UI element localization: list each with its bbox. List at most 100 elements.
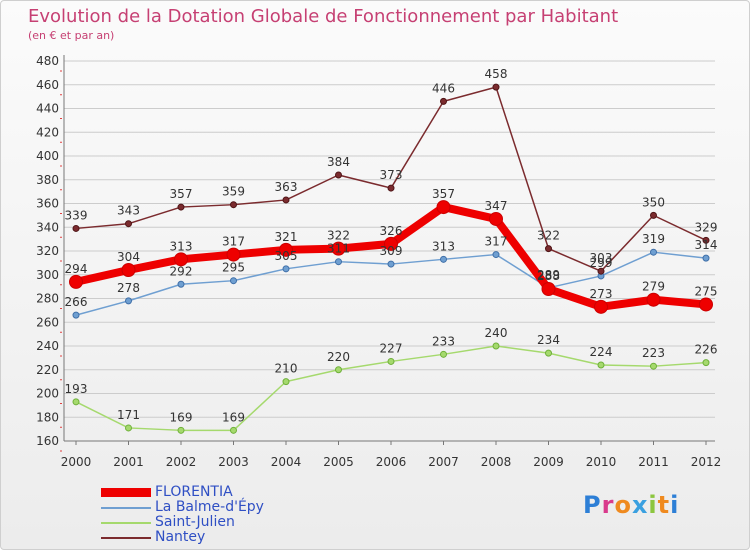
data-point: [387, 260, 395, 268]
data-label: 322: [327, 229, 350, 243]
x-tick-label: 2008: [481, 455, 512, 469]
data-point: [177, 203, 185, 211]
data-label: 343: [117, 204, 140, 218]
data-label: 289: [537, 268, 560, 282]
data-label: 322: [537, 229, 560, 243]
data-label: 313: [170, 239, 193, 253]
legend-swatch: [101, 488, 151, 497]
data-labels: 294 304 313 317 321 322 326 357 347 288 273 279 275 2…: [65, 67, 718, 424]
x-tick-label: 2000: [61, 455, 92, 469]
data-point: [594, 299, 608, 314]
x-tick-label: 2009: [533, 455, 564, 469]
data-point: [72, 398, 80, 406]
series-saint-julien: [72, 342, 710, 434]
legend-item: FLORENTIA: [101, 485, 264, 500]
series-la-balme-d-py: [72, 248, 710, 319]
data-label: 373: [380, 168, 403, 182]
data-label: 279: [642, 280, 665, 294]
data-label: 326: [380, 224, 403, 238]
data-point: [177, 280, 185, 288]
data-label: 458: [485, 67, 508, 81]
data-point: [69, 274, 83, 289]
data-label: 359: [222, 185, 245, 199]
series-lines: [69, 83, 713, 434]
data-label: 227: [380, 341, 403, 355]
data-point: [492, 342, 500, 350]
y-tick-label: 180: [36, 410, 59, 424]
data-label: 288: [537, 269, 560, 283]
data-point: [174, 252, 188, 267]
data-label: 446: [432, 81, 455, 95]
data-label: 292: [170, 264, 193, 278]
data-point: [597, 361, 605, 369]
data-point: [125, 220, 132, 228]
legend-swatch: [101, 521, 151, 524]
x-tick-label: 2004: [271, 455, 302, 469]
data-label: 317: [485, 235, 508, 249]
data-label: 357: [432, 187, 455, 201]
data-point: [650, 362, 657, 370]
data-label: 347: [485, 199, 508, 213]
x-tick-label: 2012: [691, 455, 722, 469]
data-point: [331, 241, 346, 256]
data-point: [541, 282, 556, 296]
series-nantey: [72, 83, 710, 275]
data-point: [702, 359, 710, 367]
data-label: 210: [275, 362, 298, 376]
y-tick-label: 360: [36, 197, 59, 211]
data-label: 384: [327, 155, 350, 169]
legend-label: La Balme-d'Épy: [155, 499, 264, 515]
data-label: 220: [327, 350, 350, 364]
data-label: 171: [117, 408, 140, 422]
x-tick-label: 2006: [376, 455, 407, 469]
data-point: [440, 350, 447, 358]
y-tick-label: 280: [36, 292, 59, 306]
data-point: [226, 247, 241, 262]
data-point: [492, 251, 500, 259]
legend-swatch: [101, 506, 151, 509]
legend-item: Nantey: [101, 530, 264, 545]
data-label: 266: [65, 295, 88, 309]
data-point: [440, 97, 447, 105]
y-tick-label: 300: [36, 268, 59, 282]
data-point: [177, 426, 185, 434]
proxiti-logo: Proxiti: [583, 491, 679, 519]
data-point: [436, 200, 451, 215]
chart-subtitle: (en € et par an): [28, 29, 115, 42]
y-tick-label: 380: [36, 173, 59, 187]
data-point: [230, 277, 237, 285]
data-point: [384, 236, 398, 251]
data-label: 234: [537, 333, 560, 347]
data-label: 317: [222, 235, 245, 249]
legend-swatch: [101, 536, 151, 539]
logo-letter: t: [657, 491, 671, 519]
data-label: 304: [117, 250, 140, 264]
y-tick-label: 420: [36, 125, 59, 139]
data-label: 309: [380, 244, 403, 258]
logo-letter: x: [631, 491, 649, 519]
x-tick-label: 2003: [218, 455, 249, 469]
data-point: [335, 258, 342, 266]
x-tick-label: 2010: [586, 455, 617, 469]
data-point: [282, 196, 290, 204]
legend-label: FLORENTIA: [155, 484, 233, 500]
legend: FLORENTIA La Balme-d'Épy Saint-Julien Nante…: [101, 485, 264, 545]
y-tick-label: 480: [36, 54, 59, 68]
data-label: 226: [695, 343, 718, 357]
logo-letter: r: [601, 491, 615, 519]
legend-item: Saint-Julien: [101, 515, 264, 530]
data-label: 294: [65, 262, 88, 276]
data-label: 275: [695, 284, 718, 298]
legend-item: La Balme-d'Épy: [101, 500, 264, 515]
legend-label: Nantey: [155, 529, 206, 545]
y-tick-label: 460: [36, 78, 59, 92]
data-label: 273: [590, 287, 613, 301]
series-florentia: [69, 200, 713, 314]
data-point: [125, 424, 132, 432]
data-point: [597, 267, 605, 275]
data-label: 350: [642, 195, 665, 209]
data-label: 193: [65, 382, 88, 396]
data-label: 223: [642, 346, 665, 360]
